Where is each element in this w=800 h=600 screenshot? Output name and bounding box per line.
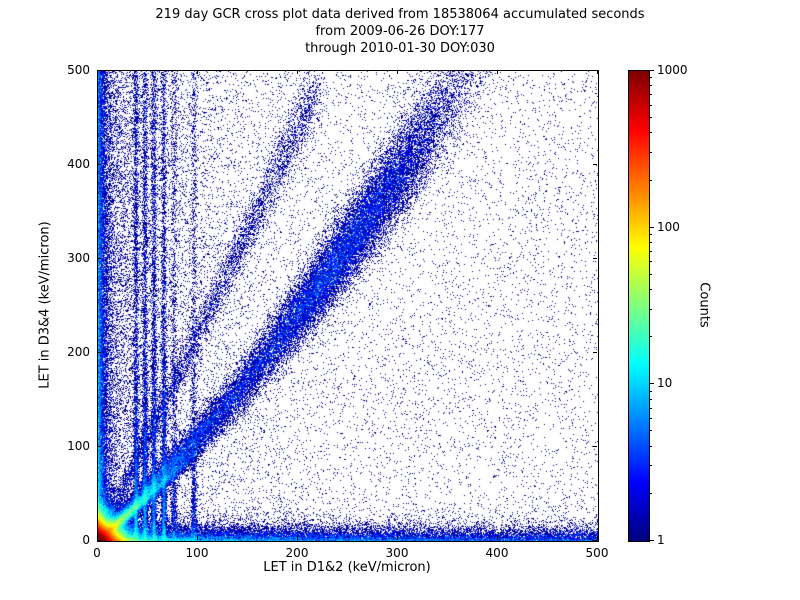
colorbar-minor-tick: [650, 390, 652, 392]
y-tick-label: 400: [67, 157, 90, 171]
y-tick: [97, 70, 101, 71]
x-tick-top: [497, 70, 498, 74]
x-tick-label: 500: [585, 546, 609, 560]
colorbar-canvas: [629, 71, 649, 541]
colorbar-minor-tick: [650, 94, 652, 96]
y-tick-right: [593, 70, 597, 71]
plot-area: [97, 70, 599, 542]
y-tick: [97, 164, 101, 165]
y-tick-right: [593, 352, 597, 353]
colorbar: [628, 70, 650, 542]
y-tick-right: [593, 446, 597, 447]
colorbar-minor-tick: [650, 273, 652, 275]
y-tick-right: [593, 540, 597, 541]
colorbar-minor-tick: [650, 407, 652, 409]
colorbar-label: Counts: [696, 282, 712, 328]
colorbar-minor-tick: [650, 85, 652, 87]
x-tick-top: [297, 70, 298, 74]
colorbar-tick-label: 1: [657, 533, 665, 547]
x-tick: [497, 536, 498, 540]
colorbar-minor-tick: [650, 132, 652, 134]
x-tick: [597, 536, 598, 540]
x-tick-label: 300: [385, 546, 409, 560]
colorbar-minor-tick: [650, 261, 652, 263]
y-tick: [97, 352, 101, 353]
colorbar-tick-label: 100: [657, 219, 680, 234]
colorbar-minor-tick: [650, 117, 652, 119]
y-tick-right: [593, 164, 597, 165]
y-tick: [97, 540, 101, 541]
title-line-2: from 2009-06-26 DOY:177: [315, 24, 485, 39]
colorbar-minor-tick: [650, 77, 652, 79]
x-tick-label: 100: [185, 546, 209, 560]
colorbar-minor-tick: [650, 492, 652, 494]
colorbar-tick-label: 1000: [657, 63, 688, 77]
x-tick-top: [597, 70, 598, 74]
title-line-3: through 2010-01-30 DOY:030: [305, 41, 495, 56]
colorbar-minor-tick: [650, 104, 652, 106]
y-tick-label: 300: [67, 251, 90, 265]
x-tick-top: [97, 70, 98, 74]
x-tick: [297, 536, 298, 540]
colorbar-minor-tick: [650, 430, 652, 432]
colorbar-tick-label: 10: [657, 376, 673, 391]
y-tick-right: [593, 258, 597, 259]
colorbar-minor-tick: [650, 398, 652, 400]
y-tick: [97, 258, 101, 259]
colorbar-minor-tick: [650, 151, 652, 153]
y-axis-label: LET in D3&4 (keV/micron): [37, 221, 53, 389]
colorbar-tick: [650, 540, 654, 541]
x-tick-top: [397, 70, 398, 74]
x-tick-label: 200: [285, 546, 309, 560]
y-tick-label: 500: [67, 63, 90, 77]
title-line-1: 219 day GCR cross plot data derived from…: [155, 7, 645, 22]
colorbar-minor-tick: [650, 179, 652, 181]
y-tick-label: 100: [67, 439, 90, 453]
x-tick: [197, 536, 198, 540]
colorbar-minor-tick: [650, 289, 652, 290]
colorbar-tick: [650, 383, 654, 385]
x-tick-top: [197, 70, 198, 74]
colorbar-tick: [650, 70, 654, 71]
y-tick: [97, 446, 101, 447]
x-tick-label: 400: [485, 546, 509, 560]
x-tick: [97, 536, 98, 540]
colorbar-minor-tick: [650, 233, 652, 235]
y-tick-label: 0: [82, 533, 90, 547]
y-tick-label: 200: [67, 345, 90, 359]
colorbar-minor-tick: [650, 241, 652, 243]
x-tick: [397, 536, 398, 540]
colorbar-minor-tick: [650, 336, 652, 338]
colorbar-minor-tick: [650, 465, 652, 467]
scatter-canvas: [98, 71, 598, 541]
colorbar-minor-tick: [650, 308, 652, 310]
colorbar-minor-tick: [650, 445, 652, 447]
x-tick-label: 0: [93, 546, 101, 560]
colorbar-minor-tick: [650, 250, 652, 252]
chart-title: 219 day GCR cross plot data derived from…: [0, 6, 800, 57]
colorbar-tick: [650, 226, 654, 228]
x-axis-label: LET in D1&2 (keV/micron): [263, 560, 431, 575]
colorbar-minor-tick: [650, 418, 652, 420]
